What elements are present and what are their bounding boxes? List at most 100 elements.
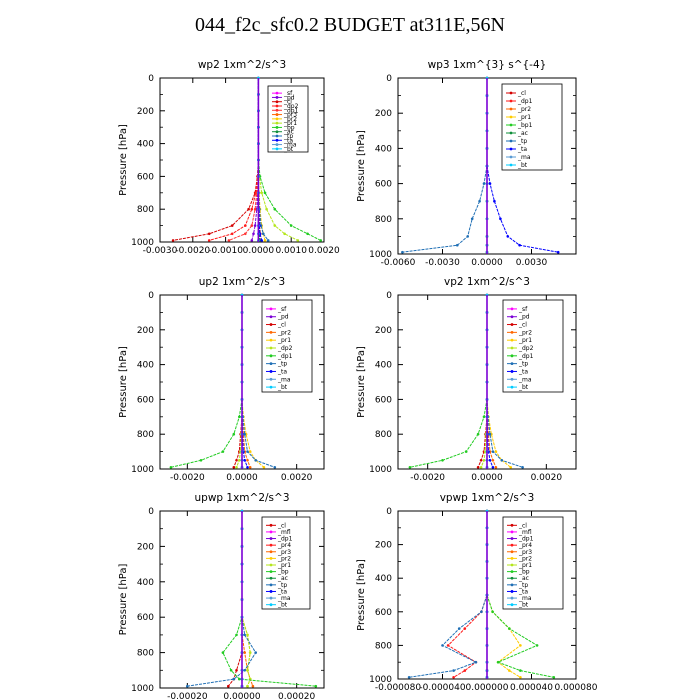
legend-marker — [269, 362, 273, 366]
data-point — [441, 644, 444, 647]
data-point — [474, 660, 478, 664]
legend-label: _pr2 — [518, 329, 532, 336]
y-tick-label: 200 — [375, 541, 392, 551]
panel-title: vpwp 1xm^2/s^3 — [440, 492, 535, 504]
y-tick-label: 600 — [137, 395, 154, 405]
data-point — [244, 232, 247, 236]
panel-title: vp2 1xm^2/s^3 — [444, 276, 530, 288]
legend-label: _tp — [283, 133, 293, 140]
data-point — [519, 644, 522, 647]
legend-marker — [510, 583, 514, 587]
y-axis-label: Pressure [hPa] — [356, 130, 367, 202]
data-point — [446, 644, 450, 647]
legend-label: _pr2 — [277, 329, 291, 336]
y-tick-label: 0 — [148, 74, 154, 84]
y-tick-label: 0 — [148, 291, 154, 301]
series-line — [257, 78, 269, 241]
legend-marker — [510, 530, 514, 534]
legend-label: _pr1 — [517, 114, 531, 121]
legend-label: _pr1 — [277, 337, 291, 344]
data-point — [246, 466, 249, 469]
y-tick-label: 1000 — [369, 250, 392, 260]
data-point — [238, 677, 241, 681]
x-tick-label: 0.0000 — [243, 246, 275, 256]
data-point — [499, 217, 502, 221]
legend-marker — [275, 143, 279, 146]
legend-marker — [269, 354, 273, 358]
legend-label: _bt — [518, 384, 529, 391]
legend-label: _pr1 — [283, 120, 297, 127]
data-point — [262, 466, 266, 469]
data-point — [248, 450, 252, 453]
data-point — [401, 250, 404, 254]
data-point — [556, 250, 560, 254]
legend-label: _sf — [277, 306, 287, 313]
legend-marker — [275, 130, 279, 134]
legend-marker — [509, 163, 513, 167]
series-line — [486, 295, 494, 468]
legend-label: _tp — [277, 361, 287, 368]
data-point — [221, 651, 225, 654]
y-axis-label: Pressure [hPa] — [356, 346, 367, 418]
y-tick-label: 200 — [137, 326, 154, 336]
y-tick-label: 400 — [137, 578, 154, 588]
panel-title: upwp 1xm^2/s^3 — [195, 492, 290, 504]
y-tick-label: 0 — [386, 74, 392, 84]
x-tick-label: 0.0000 — [471, 258, 503, 268]
series-line — [402, 78, 488, 253]
legend-label: _ta — [518, 368, 528, 375]
data-point — [491, 459, 495, 462]
legend-marker — [269, 315, 273, 319]
data-point — [246, 459, 249, 462]
data-point — [479, 466, 483, 469]
series-line — [170, 295, 243, 468]
x-tick-label: 0.0010 — [275, 246, 307, 256]
legend-label: _cl — [518, 322, 527, 329]
x-tick-label: -0.0030 — [143, 246, 178, 256]
x-tick-label: -0.0060 — [381, 258, 416, 268]
data-point — [199, 459, 203, 462]
legend-label: _dp2 — [277, 345, 293, 352]
legend-marker — [275, 147, 279, 151]
legend-label: _pr2 — [517, 106, 531, 113]
data-point — [452, 669, 455, 672]
y-tick-label: 600 — [137, 613, 154, 623]
data-point — [296, 239, 300, 242]
data-point — [235, 633, 238, 637]
data-point — [494, 450, 498, 453]
legend-label: _bt — [517, 162, 528, 169]
legend-label: _ma — [518, 376, 532, 383]
legend-marker — [509, 147, 513, 151]
data-point — [238, 415, 241, 419]
legend-marker — [509, 91, 513, 95]
y-tick-label: 800 — [137, 205, 154, 215]
legend-marker — [510, 370, 514, 373]
data-point — [491, 610, 494, 614]
legend-marker — [275, 104, 279, 108]
data-point — [243, 633, 246, 637]
data-point — [463, 669, 467, 672]
legend-marker — [269, 323, 273, 326]
legend-label: _ma — [277, 595, 291, 602]
data-point — [273, 224, 277, 227]
data-point — [248, 651, 252, 654]
legend-marker — [510, 323, 514, 326]
legend-label: _pd — [518, 314, 530, 321]
chart-panel-3: up2 1xm^2/s^3 Pressure [hPa] 0 200 400 600 800… — [118, 276, 325, 483]
legend-label: _ac — [277, 575, 288, 582]
legend-label: _ta — [518, 588, 528, 595]
data-point — [243, 432, 246, 436]
data-point — [186, 684, 189, 688]
legend-marker — [269, 543, 273, 547]
data-point — [263, 239, 267, 242]
y-axis-label: Pressure [hPa] — [118, 124, 129, 196]
chart-panel-5: upwp 1xm^2/s^3 Pressure [hPa] 0 200 400 600 80… — [118, 492, 325, 700]
chart-panel-6: vpwp 1xm^2/s^3 Pressure [hPa] 0 200 400 600 80… — [356, 492, 598, 693]
x-tick-label: -0.00020 — [167, 692, 208, 700]
y-tick-label: 400 — [375, 144, 392, 154]
data-point — [306, 232, 309, 236]
legend-marker — [275, 117, 279, 121]
legend-label: _bp — [283, 124, 295, 131]
x-tick-label: 0.000080 — [555, 683, 598, 693]
data-point — [488, 459, 492, 462]
